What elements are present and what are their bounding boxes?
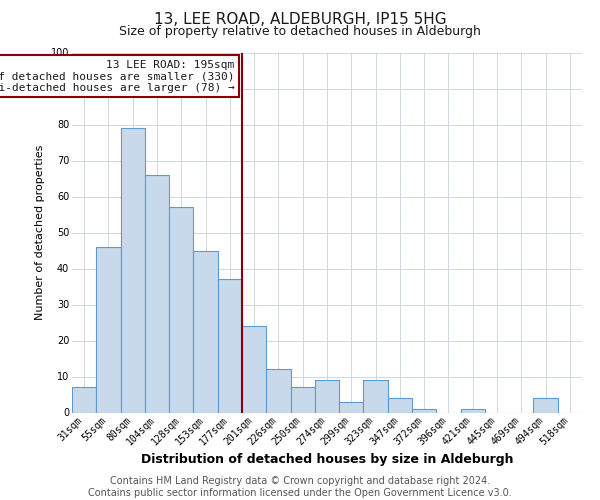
Bar	[145, 175, 169, 412]
X-axis label: Distribution of detached houses by size in Aldeburgh: Distribution of detached houses by size …	[141, 453, 513, 466]
Bar	[412, 409, 436, 412]
Bar	[72, 388, 96, 412]
Bar	[266, 370, 290, 412]
Bar	[290, 388, 315, 412]
Text: Contains HM Land Registry data © Crown copyright and database right 2024.
Contai: Contains HM Land Registry data © Crown c…	[88, 476, 512, 498]
Bar	[364, 380, 388, 412]
Bar	[96, 247, 121, 412]
Bar	[461, 409, 485, 412]
Bar	[339, 402, 364, 412]
Bar	[388, 398, 412, 412]
Text: 13 LEE ROAD: 195sqm
← 81% of detached houses are smaller (330)
19% of semi-detac: 13 LEE ROAD: 195sqm ← 81% of detached ho…	[0, 60, 235, 93]
Bar	[193, 250, 218, 412]
Bar	[315, 380, 339, 412]
Text: 13, LEE ROAD, ALDEBURGH, IP15 5HG: 13, LEE ROAD, ALDEBURGH, IP15 5HG	[154, 12, 446, 28]
Text: Size of property relative to detached houses in Aldeburgh: Size of property relative to detached ho…	[119, 25, 481, 38]
Bar	[121, 128, 145, 412]
Bar	[242, 326, 266, 412]
Bar	[533, 398, 558, 412]
Bar	[218, 280, 242, 412]
Bar	[169, 208, 193, 412]
Y-axis label: Number of detached properties: Number of detached properties	[35, 145, 45, 320]
